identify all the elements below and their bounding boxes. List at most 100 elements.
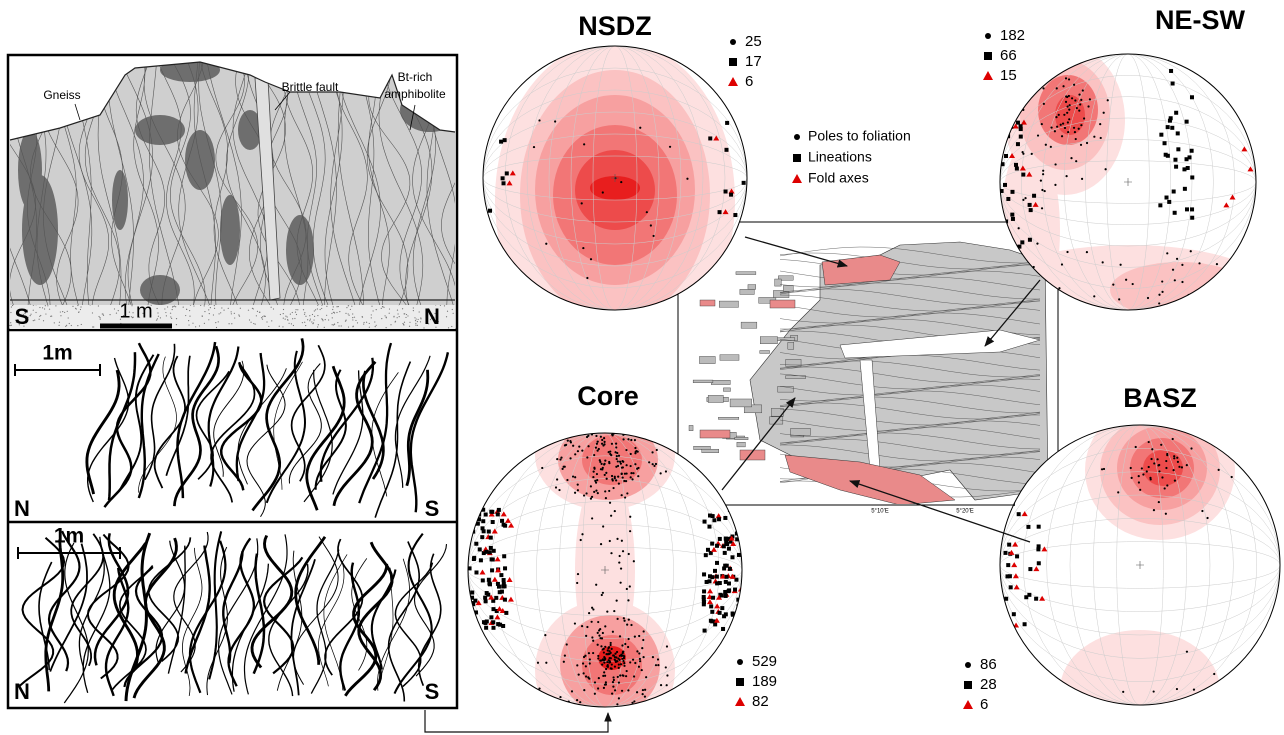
lineation [704, 579, 709, 584]
pole [623, 662, 626, 665]
sand-dot [394, 321, 396, 323]
sand-dot [287, 319, 289, 321]
pole [1022, 152, 1025, 155]
sand-dot [159, 317, 162, 319]
pole [1158, 302, 1161, 305]
fold-trace [222, 551, 244, 664]
pole [1175, 687, 1179, 691]
pole [617, 454, 621, 457]
sand-dot [285, 315, 287, 317]
pole [603, 473, 606, 477]
sand-dot [374, 326, 376, 328]
sand-dot [286, 316, 288, 318]
sand-dot [337, 321, 339, 324]
sand-dot [248, 319, 251, 321]
sand-dot [11, 304, 14, 307]
pole [613, 689, 617, 692]
pole [1122, 690, 1125, 693]
sand-dot [165, 311, 167, 314]
sand-dot [189, 310, 191, 312]
pole [632, 675, 636, 678]
pole [1112, 283, 1115, 286]
pole [627, 438, 630, 441]
fold-axis [506, 180, 513, 186]
pole [1173, 455, 1176, 458]
sand-dot [185, 314, 187, 317]
lineation [730, 611, 735, 616]
fold-axis [491, 528, 498, 534]
pole [1195, 297, 1198, 301]
fold-trace [207, 346, 240, 487]
sand-dot [186, 308, 188, 310]
pole [1039, 179, 1042, 182]
net-grid [1085, 54, 1171, 310]
pole [609, 641, 612, 645]
fold-trace [165, 355, 191, 477]
lineation [480, 578, 485, 583]
lineation [726, 589, 731, 594]
net-grid [1000, 541, 1280, 589]
lineation [491, 598, 496, 603]
pole [625, 472, 628, 475]
sand-dot [192, 322, 194, 324]
sand-dot [416, 324, 418, 326]
pole [599, 543, 603, 546]
fold-axis [1247, 166, 1254, 172]
map-trace [779, 252, 1041, 270]
lineation [1028, 567, 1033, 572]
sand-dot [447, 327, 450, 329]
pole [1207, 308, 1210, 310]
pole [1027, 94, 1031, 97]
pole [575, 699, 579, 702]
islet [707, 395, 724, 403]
lineation [1036, 544, 1041, 549]
lineation [473, 610, 478, 615]
sand-dot [32, 320, 34, 322]
pole [638, 634, 641, 638]
sand-dot [305, 324, 307, 327]
sand-dot [253, 322, 255, 325]
pole [1162, 308, 1165, 310]
sand-dot [238, 315, 241, 317]
sand-dot [381, 318, 383, 320]
sand-dot [230, 311, 232, 313]
net-grid [1000, 96, 1256, 268]
pole [629, 464, 632, 468]
sand-dot [217, 321, 219, 323]
pole [1036, 242, 1039, 245]
pole [609, 651, 612, 654]
pole [665, 645, 669, 648]
pole [592, 651, 595, 655]
pole [565, 643, 568, 646]
red-islet [769, 299, 796, 309]
pole [642, 656, 645, 659]
sand-dot [26, 309, 29, 311]
pole [651, 451, 654, 454]
sand-dot [322, 318, 324, 321]
pole [616, 451, 619, 455]
pole [604, 490, 607, 493]
islet [692, 379, 714, 383]
fold-trace [293, 536, 339, 685]
pole [1230, 475, 1233, 479]
lineation [480, 526, 485, 531]
lineation [474, 570, 479, 575]
sand-dot [384, 315, 386, 317]
sand-dot [10, 324, 12, 326]
lineation [726, 546, 731, 551]
pole [593, 692, 596, 695]
lineation [730, 555, 735, 560]
pole [1157, 464, 1160, 467]
pole [615, 599, 618, 602]
pole [621, 476, 624, 479]
sand-dot [322, 320, 324, 322]
sand-dot [279, 313, 281, 316]
fold-trace [323, 554, 348, 691]
lineation [1015, 120, 1020, 125]
lineation [1015, 142, 1020, 147]
sand-dot [304, 321, 306, 323]
lineation [709, 604, 714, 609]
lineation [500, 176, 505, 181]
pole [569, 721, 571, 723]
lineation [710, 609, 715, 614]
